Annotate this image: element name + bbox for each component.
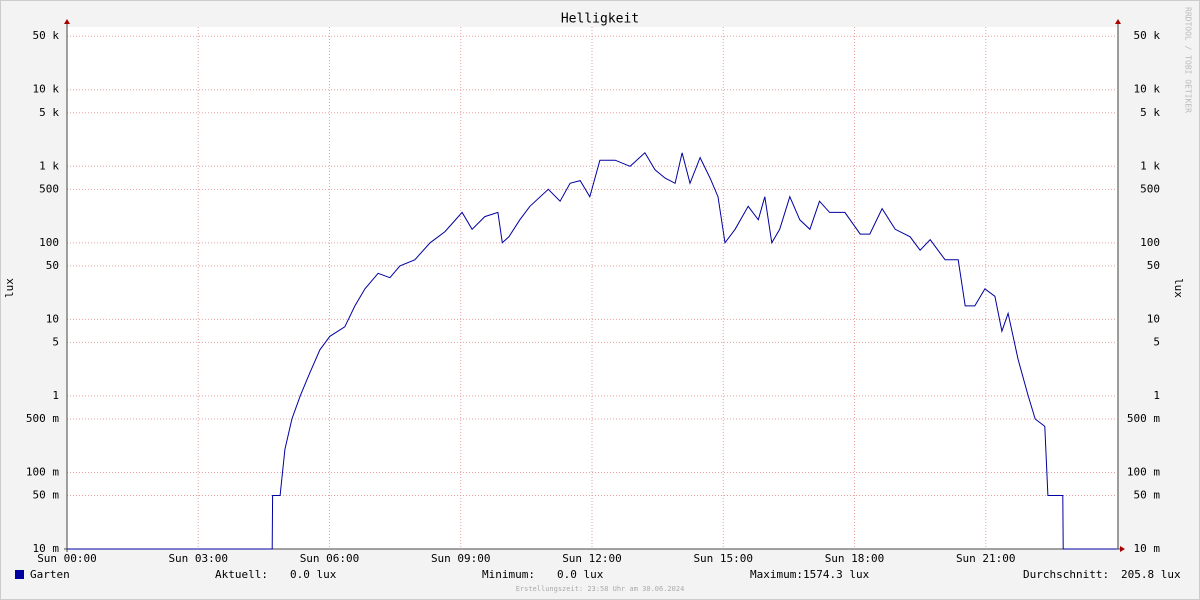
line xyxy=(67,152,1117,550)
y-tick-label-right: 500 m xyxy=(1127,412,1160,425)
x-tick-label: Sun 18:00 xyxy=(825,552,885,565)
legend-label: Garten xyxy=(30,568,70,581)
y-tick-label-right: 50 m xyxy=(1134,488,1161,501)
y-tick-label-right: 1 xyxy=(1153,389,1160,402)
y-tick-label: 10 xyxy=(46,312,59,325)
legend-swatch xyxy=(15,570,24,579)
y-axis-label-right: lux xyxy=(1172,278,1185,298)
y-tick-label: 50 xyxy=(46,259,59,272)
x-tick-label: Sun 12:00 xyxy=(562,552,622,565)
stat-label: Maximum: xyxy=(750,568,803,581)
stat-label: Durchschnitt: xyxy=(1023,568,1109,581)
x-tick-label: Sun 00:00 xyxy=(37,552,97,565)
y-tick-label: 5 k xyxy=(39,106,59,119)
x-tick-label: Sun 09:00 xyxy=(431,552,491,565)
y-tick-label: 5 xyxy=(52,335,59,348)
stat-label: Aktuell: xyxy=(215,568,268,581)
y-tick-label: 1 xyxy=(52,389,59,402)
y-tick-label-right: 100 xyxy=(1140,236,1160,249)
y-tick-label-right: 50 k xyxy=(1134,29,1161,42)
y-tick-label-right: 5 k xyxy=(1140,106,1160,119)
arrow xyxy=(1120,546,1125,552)
y-tick-label: 50 k xyxy=(33,29,60,42)
y-tick-label: 50 m xyxy=(33,488,60,501)
y-tick-label: 100 xyxy=(39,236,59,249)
x-tick-label: Sun 15:00 xyxy=(693,552,753,565)
x-tick-label: Sun 06:00 xyxy=(300,552,360,565)
y-tick-label-right: 1 k xyxy=(1140,159,1160,172)
y-tick-label: 10 k xyxy=(33,83,60,96)
stat-label: Minimum: xyxy=(482,568,535,581)
y-tick-label: 1 k xyxy=(39,159,59,172)
y-tick-label-right: 5 xyxy=(1153,335,1160,348)
watermark: RRDTOOL / TOBI OETIKER xyxy=(1184,7,1193,113)
y-tick-label: 500 m xyxy=(26,412,59,425)
y-axis-label: lux xyxy=(3,278,16,298)
y-tick-label-right: 10 xyxy=(1147,312,1160,325)
chart-title: Helligkeit xyxy=(561,12,639,27)
y-tick-label-right: 10 m xyxy=(1134,542,1161,555)
y-tick-label-right: 100 m xyxy=(1127,465,1160,478)
stat-value: 0.0 lux xyxy=(290,568,337,581)
stat-value: 1574.3 lux xyxy=(803,568,870,581)
y-tick-label-right: 10 k xyxy=(1134,83,1161,96)
y-tick-label: 500 xyxy=(39,182,59,195)
x-tick-label: Sun 21:00 xyxy=(956,552,1016,565)
y-tick-label: 100 m xyxy=(26,465,59,478)
y-tick-label: 10 m xyxy=(33,542,60,555)
arrow xyxy=(1115,19,1121,24)
arrow xyxy=(64,19,70,24)
stat-value: 205.8 lux xyxy=(1121,568,1181,581)
x-tick-label: Sun 03:00 xyxy=(168,552,228,565)
y-tick-label-right: 50 xyxy=(1147,259,1160,272)
y-tick-label-right: 500 xyxy=(1140,182,1160,195)
footer: Erstellungszeit: 23:58 Uhr am 30.06.2024 xyxy=(516,585,685,593)
stat-value: 0.0 lux xyxy=(557,568,604,581)
